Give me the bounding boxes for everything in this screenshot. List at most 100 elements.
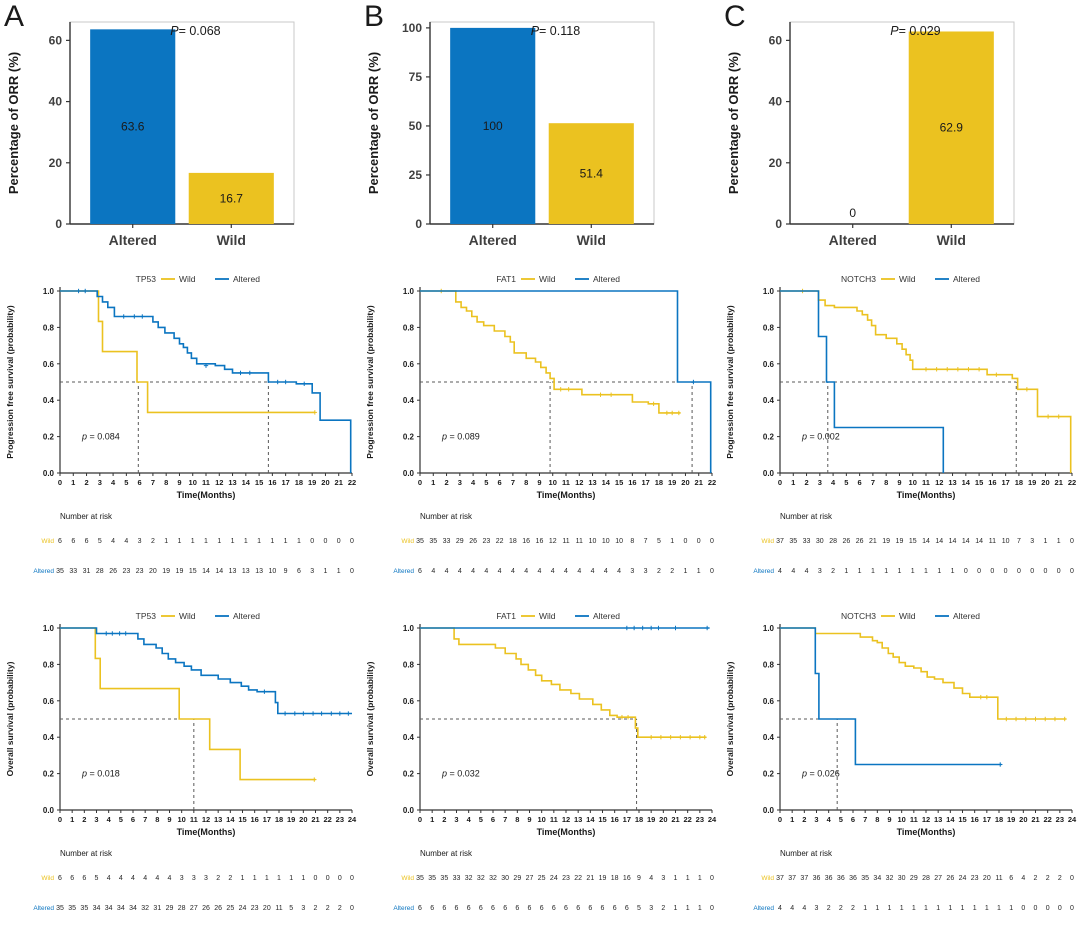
x-tick-label: 10 — [177, 815, 185, 824]
risk-value: 3 — [301, 905, 305, 912]
x-tick-label: 22 — [683, 815, 691, 824]
risk-value: 4 — [471, 568, 475, 575]
os-km-chart-fat1: FAT1 Wild Altered 0.0 0.2 0.4 0.6 0.8 1.0 Overall… — [360, 606, 720, 943]
x-tick-label: 2 — [804, 478, 808, 487]
x-tick-label: 8 — [155, 815, 159, 824]
risk-value: 4 — [107, 875, 111, 882]
legend-title: NOTCH3 — [841, 611, 876, 621]
risk-value: 3 — [310, 568, 314, 575]
risk-value: 33 — [69, 568, 77, 575]
risk-value: 2 — [851, 905, 855, 912]
risk-value: 4 — [538, 568, 542, 575]
x-tick-label: 18 — [655, 478, 663, 487]
x-tick-label: 5 — [119, 815, 123, 824]
legend-label-wild: Wild — [179, 611, 196, 621]
y-tick-label: 0.2 — [43, 770, 55, 779]
risk-value: 0 — [710, 568, 714, 575]
risk-value: 0 — [350, 875, 354, 882]
x-tick-label: 12 — [922, 815, 930, 824]
x-tick-label: 4 — [107, 815, 112, 824]
y-tick-label: 0 — [415, 217, 422, 231]
risk-value: 28 — [178, 905, 186, 912]
risk-value: 0 — [350, 905, 354, 912]
risk-value: 0 — [310, 538, 314, 545]
p-rest: = 0.032 — [447, 769, 480, 779]
risk-row-label-wild: Wild — [41, 538, 54, 545]
x-tick-label: 20 — [321, 478, 329, 487]
risk-value: 19 — [162, 568, 170, 575]
risk-value: 4 — [778, 568, 782, 575]
y-tick-label: 1.0 — [763, 287, 775, 296]
risk-value: 34 — [129, 905, 137, 912]
risk-value: 16 — [522, 538, 530, 545]
risk-value: 6 — [71, 538, 75, 545]
risk-value: 0 — [964, 568, 968, 575]
risk-value: 19 — [882, 538, 890, 545]
category-label: Altered — [469, 232, 517, 248]
x-tick-label: 16 — [250, 815, 258, 824]
y-axis-label: Progression free survival (probability) — [5, 305, 15, 459]
x-tick-label: 9 — [167, 815, 171, 824]
x-tick-label: 7 — [151, 478, 155, 487]
x-tick-label: 9 — [177, 478, 181, 487]
risk-table-title: Number at risk — [60, 849, 113, 858]
risk-value: 9 — [637, 875, 641, 882]
y-tick-label: 0 — [55, 217, 62, 231]
risk-value: 6 — [503, 905, 507, 912]
y-tick-label: 20 — [49, 156, 63, 170]
x-tick-label: 16 — [268, 478, 276, 487]
risk-value: 1 — [1044, 538, 1048, 545]
km-curve-wild — [780, 627, 1066, 720]
x-tick-label: 9 — [887, 815, 891, 824]
risk-value: 14 — [935, 538, 943, 545]
risk-value: 5 — [289, 905, 293, 912]
x-tick-label: 6 — [858, 478, 862, 487]
risk-value: 1 — [204, 538, 208, 545]
p-italic: p — [801, 432, 807, 442]
os-km-chart-tp53: TP53 Wild Altered 0.0 0.2 0.4 0.6 0.8 1.0 Overall… — [0, 606, 360, 943]
risk-value: 4 — [524, 568, 528, 575]
km-curve-altered — [780, 627, 1002, 766]
risk-value: 31 — [83, 568, 91, 575]
y-tick-label: 40 — [49, 95, 63, 109]
risk-value: 2 — [831, 568, 835, 575]
x-tick-label: 19 — [287, 815, 295, 824]
x-tick-label: 14 — [962, 478, 971, 487]
risk-value: 7 — [1017, 538, 1021, 545]
y-tick-label: 0.0 — [403, 806, 415, 815]
risk-row-label-altered: Altered — [393, 905, 414, 912]
risk-value: 0 — [710, 905, 714, 912]
p-rest: = 0.002 — [807, 432, 840, 442]
risk-value: 1 — [684, 568, 688, 575]
y-axis-label: Overall survival (probability) — [5, 661, 15, 776]
x-tick-label: 4 — [831, 478, 836, 487]
km-chart-svg: NOTCH3 Wild Altered 0.0 0.2 0.4 0.6 0.8 1.0 Progr… — [725, 274, 1076, 575]
risk-value: 0 — [1021, 905, 1025, 912]
risk-value: 11 — [275, 905, 282, 912]
risk-value: 1 — [937, 568, 941, 575]
y-tick-label: 0.2 — [403, 433, 415, 442]
x-tick-label: 5 — [479, 815, 483, 824]
x-tick-label: 3 — [458, 478, 462, 487]
risk-row-label-wild: Wild — [41, 875, 54, 882]
x-tick-label: 8 — [875, 815, 879, 824]
risk-row-label-altered: Altered — [33, 905, 54, 912]
risk-value: 0 — [1034, 905, 1038, 912]
x-axis-label: Time(Months) — [537, 490, 596, 500]
risk-row-label-altered: Altered — [393, 568, 414, 575]
risk-value: 33 — [443, 538, 451, 545]
bar-chart-svg: 0 20 40 60 Percentage of ORR (%) 63.6 Altered 1… — [6, 21, 295, 248]
x-tick-label: 6 — [131, 815, 135, 824]
x-tick-label: 9 — [527, 815, 531, 824]
risk-value: 1 — [674, 875, 678, 882]
risk-value: 32 — [477, 875, 485, 882]
p-value-label: P= 0.118 — [531, 24, 581, 38]
orr-bar-chart-notch3: 0 20 40 60 Percentage of ORR (%) 0 Altered 62.9… — [720, 6, 1080, 269]
risk-value: 33 — [453, 875, 461, 882]
risk-table-title: Number at risk — [420, 849, 473, 858]
risk-value: 32 — [489, 875, 497, 882]
risk-value: 4 — [131, 875, 135, 882]
risk-value: 6 — [297, 568, 301, 575]
y-tick-label: 0.0 — [763, 469, 775, 478]
x-tick-label: 20 — [681, 478, 689, 487]
